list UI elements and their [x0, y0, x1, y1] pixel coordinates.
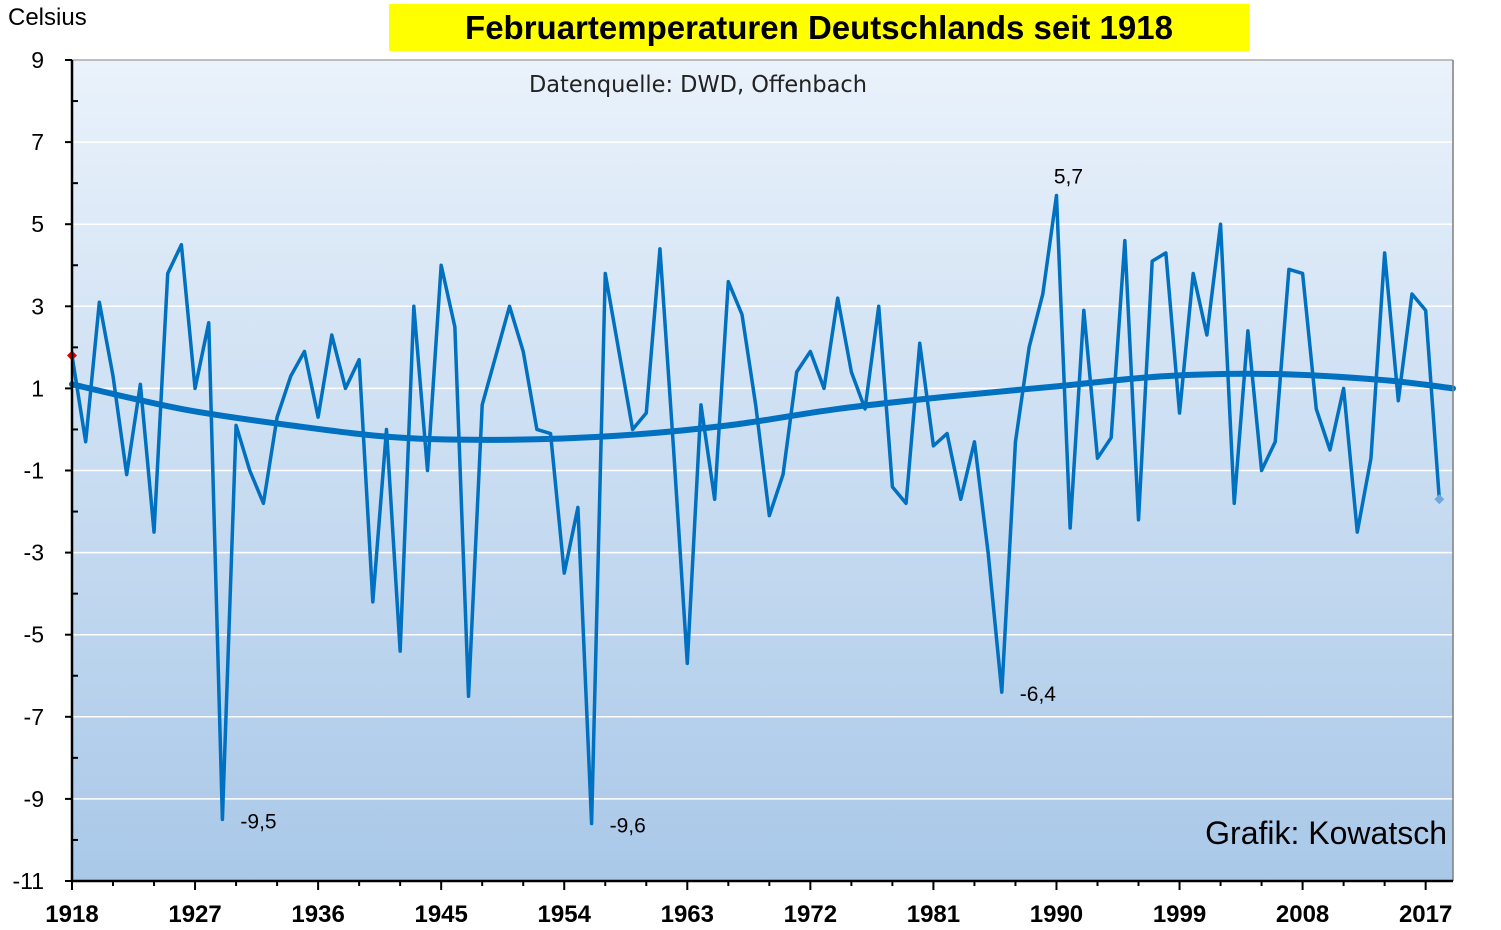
axes: [65, 59, 1454, 890]
x-tick-label: 1918: [45, 901, 98, 928]
y-tick-label: 1: [31, 375, 44, 401]
data-source-label: Datenquelle: DWD, Offenbach: [529, 72, 867, 98]
x-tick-label: 1981: [907, 901, 960, 928]
y-tick-label: -7: [24, 704, 44, 730]
data-label: -6,4: [1020, 683, 1057, 706]
title-highlight: [389, 4, 1249, 51]
data-label: -9,5: [240, 810, 276, 833]
y-tick-label: 9: [31, 47, 44, 73]
data-label: 5,7: [1054, 165, 1083, 188]
x-tick-label: 1954: [538, 901, 592, 928]
x-tick-label: 1936: [291, 901, 344, 928]
y-unit-label: Celsius: [8, 4, 87, 31]
data-marker: [1434, 494, 1445, 505]
y-tick-label: -1: [24, 458, 44, 484]
x-tick-label: 1945: [414, 901, 467, 928]
series-line: [70, 193, 1442, 826]
x-tick-label: 1999: [1153, 901, 1206, 928]
y-tick-label: 3: [31, 293, 44, 319]
y-tick-label: -11: [12, 868, 44, 894]
y-tick-label: -9: [24, 786, 44, 812]
trend-layer: [69, 370, 1456, 443]
y-tick-label: 5: [31, 211, 44, 237]
y-tick-label: -5: [24, 622, 44, 648]
x-tick-label: 2008: [1276, 901, 1329, 928]
y-tick-label: 7: [31, 129, 44, 155]
x-tick-label: 1927: [168, 901, 221, 928]
chart-title: Februartemperaturen Deutschlands seit 19…: [465, 9, 1173, 46]
x-tick-label: 1990: [1030, 901, 1083, 928]
trend-line: [69, 370, 1456, 443]
y-tick-label: -3: [24, 540, 44, 566]
x-tick-label: 1963: [661, 901, 714, 928]
credit-label: Grafik: Kowatsch: [1205, 815, 1447, 851]
x-tick-label: 2017: [1399, 901, 1452, 928]
x-tick-label: 1972: [784, 901, 837, 928]
data-label: -9,6: [610, 815, 646, 838]
